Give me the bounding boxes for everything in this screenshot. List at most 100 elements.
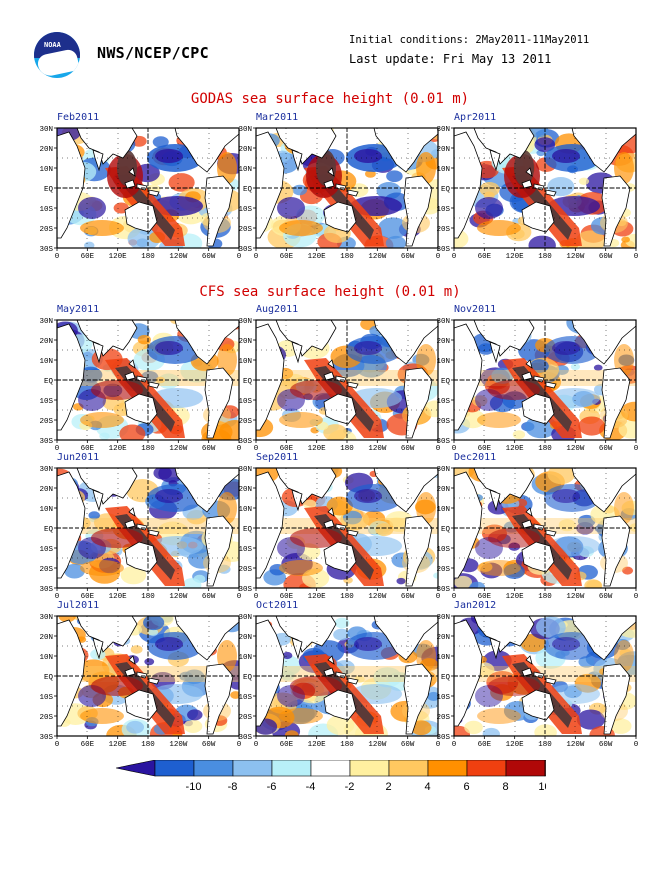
- y-tick-label: 30N: [238, 126, 252, 134]
- ssh-anomaly-blotch: [144, 658, 155, 666]
- ssh-anomaly-blotch: [127, 227, 161, 248]
- y-tick-label: 30S: [436, 586, 450, 594]
- ssh-anomaly-blotch: [503, 563, 525, 579]
- x-tick-label: 0: [55, 741, 60, 749]
- island: [347, 381, 359, 389]
- colorbar-label: 4: [424, 781, 430, 793]
- land-mass: [601, 367, 631, 439]
- x-tick-label: 180: [141, 741, 155, 749]
- ssh-anomaly-blotch: [479, 182, 500, 197]
- x-tick-label: 0: [254, 445, 259, 453]
- land-mass: [256, 471, 285, 579]
- land-mass: [323, 201, 357, 233]
- panel-label: Oct2011: [256, 600, 299, 611]
- ssh-anomaly-blotch: [427, 691, 438, 701]
- x-tick-label: 120W: [368, 253, 387, 261]
- x-tick-label: 60W: [202, 741, 216, 749]
- x-tick-label: 0: [436, 741, 441, 749]
- island: [148, 381, 160, 389]
- y-tick-label: 10S: [436, 206, 450, 214]
- y-tick-label: 30S: [238, 246, 252, 254]
- y-tick-label: EQ: [243, 674, 253, 682]
- y-tick-label: EQ: [44, 378, 54, 386]
- y-tick-label: 30N: [436, 466, 450, 474]
- x-tick-label: 120W: [566, 593, 585, 601]
- x-tick-label: 180: [340, 445, 354, 453]
- ssh-anomaly-blotch: [570, 363, 581, 371]
- island: [347, 677, 359, 685]
- island: [521, 519, 533, 529]
- y-tick-label: 10S: [39, 206, 53, 214]
- land-mass: [124, 201, 158, 233]
- land-mass: [323, 541, 357, 573]
- x-tick-label: 180: [538, 445, 552, 453]
- x-tick-label: 0: [452, 741, 457, 749]
- x-tick-label: 0: [634, 593, 639, 601]
- island: [136, 523, 148, 531]
- ssh-anomaly-blotch: [157, 373, 180, 389]
- x-tick-label: 120E: [109, 741, 128, 749]
- land-mass: [291, 637, 303, 660]
- island: [124, 667, 136, 677]
- x-tick-label: 0: [254, 253, 259, 261]
- x-tick-label: 120E: [506, 445, 525, 453]
- land-mass: [473, 468, 535, 505]
- land-mass: [291, 149, 303, 172]
- north-pacific-core: [155, 149, 183, 163]
- land-mass: [174, 616, 239, 661]
- indian-ocean-low: [475, 197, 503, 219]
- x-tick-label: 120E: [109, 445, 128, 453]
- y-tick-label: 20N: [39, 486, 53, 494]
- land-mass: [373, 128, 438, 173]
- panel-label: Jan2012: [454, 600, 497, 611]
- ssh-anomaly-blotch: [230, 691, 239, 699]
- ssh-anomaly-blotch: [84, 241, 95, 248]
- island: [136, 183, 148, 191]
- warm-pool: [91, 528, 143, 548]
- ssh-anomaly-blotch: [137, 334, 151, 345]
- ssh-anomaly-blotch: [389, 517, 405, 528]
- y-tick-label: 20S: [238, 714, 252, 722]
- colorbar-segment: [466, 759, 507, 777]
- colorbar-segment: [193, 759, 234, 777]
- ssh-anomaly-blotch: [168, 173, 195, 192]
- ssh-anomaly-blotch: [478, 562, 493, 572]
- ssh-anomaly-blotch: [292, 184, 308, 196]
- map-panel: Nov2011 30N 20N 10N EQ 10S 20S 30S 0 60E 120E 180 12…: [424, 304, 660, 453]
- island: [323, 371, 335, 381]
- y-tick-label: 10S: [238, 398, 252, 406]
- island: [525, 359, 533, 369]
- ssh-anomaly-blotch: [621, 236, 630, 243]
- land-mass: [454, 131, 483, 239]
- warm-pool: [290, 528, 342, 548]
- warm-pool-core: [316, 150, 336, 186]
- y-tick-label: 20N: [39, 338, 53, 346]
- y-tick-label: 30S: [436, 246, 450, 254]
- land-mass: [256, 131, 285, 239]
- land-mass: [275, 468, 337, 505]
- colorbar-segment: [388, 759, 429, 777]
- ssh-anomaly-blotch: [534, 724, 557, 736]
- x-tick-label: 60W: [401, 741, 415, 749]
- indian-ocean-warm: [80, 220, 124, 236]
- y-tick-label: 20S: [436, 566, 450, 574]
- colorbar-right-arrow: [544, 759, 585, 777]
- island: [128, 507, 136, 517]
- x-tick-label: 120W: [566, 741, 585, 749]
- y-tick-label: 10N: [39, 166, 53, 174]
- y-tick-label: 30N: [238, 614, 252, 622]
- y-tick-label: 10N: [436, 506, 450, 514]
- ssh-anomaly-blotch: [547, 468, 576, 485]
- ssh-anomaly-blotch: [618, 656, 628, 663]
- y-tick-label: 20N: [436, 146, 450, 154]
- land-mass: [57, 131, 86, 239]
- ssh-anomaly-blotch: [584, 579, 602, 588]
- ssh-anomaly-blotch: [126, 720, 145, 734]
- panel-label: Nov2011: [454, 304, 497, 315]
- ssh-anomaly-blotch: [622, 566, 634, 575]
- y-tick-label: 20S: [39, 566, 53, 574]
